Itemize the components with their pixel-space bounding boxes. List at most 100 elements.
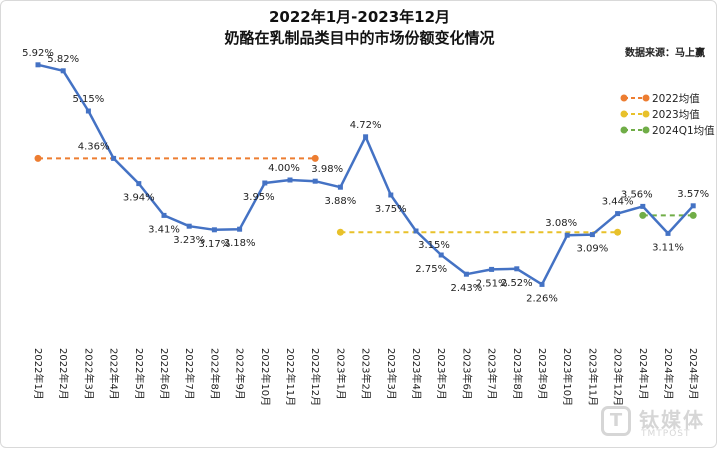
x-tick-label: 2023年12月 xyxy=(612,348,625,406)
data-point xyxy=(589,232,595,238)
data-point xyxy=(463,271,469,277)
data-label: 3.75% xyxy=(375,204,407,215)
x-tick-label: 2023年11月 xyxy=(586,348,599,406)
data-point xyxy=(539,281,545,287)
watermark-logo: T xyxy=(601,406,631,436)
data-label: 3.11% xyxy=(652,242,684,253)
data-point xyxy=(489,266,495,272)
x-tick-label: 2024年3月 xyxy=(687,348,700,400)
x-tick-label: 2023年10月 xyxy=(561,348,574,406)
x-tick-label: 2022年11月 xyxy=(284,348,297,406)
x-tick-label: 2023年1月 xyxy=(334,348,347,400)
data-point xyxy=(237,226,243,232)
data-point xyxy=(186,223,192,229)
data-label: 5.82% xyxy=(47,54,79,65)
x-tick-label: 2022年1月 xyxy=(32,348,45,400)
data-point xyxy=(136,181,142,187)
data-label: 5.92% xyxy=(22,48,54,59)
data-point xyxy=(564,232,570,238)
legend-marker-2 xyxy=(620,110,628,118)
data-label: 3.17% xyxy=(199,239,231,250)
data-point xyxy=(690,203,696,209)
x-tick-label: 2023年8月 xyxy=(511,348,524,400)
legend-label-2: 2023均值 xyxy=(652,108,700,121)
legend-marker-end-2 xyxy=(642,110,650,118)
data-point xyxy=(514,266,520,272)
data-label: 2.26% xyxy=(526,293,558,304)
data-label: 2.51% xyxy=(476,278,508,289)
data-point xyxy=(312,178,318,184)
data-point xyxy=(211,227,217,233)
data-point xyxy=(363,134,369,140)
data-point xyxy=(438,252,444,258)
data-label: 3.56% xyxy=(621,189,653,200)
data-label: 2.43% xyxy=(451,283,483,294)
data-point xyxy=(262,180,268,186)
data-label: 3.94% xyxy=(123,193,155,204)
x-tick-label: 2022年7月 xyxy=(183,348,196,400)
data-label: 4.72% xyxy=(350,120,382,131)
data-point xyxy=(111,155,117,161)
data-point xyxy=(35,62,41,68)
average-end-marker-3 xyxy=(689,211,697,219)
chart-subtitle: 奶酪在乳制品类目中的市场份额变化情况 xyxy=(224,29,495,47)
data-label: 3.57% xyxy=(677,189,709,200)
average-start-marker-3 xyxy=(639,211,647,219)
data-label: 3.44% xyxy=(602,197,634,208)
data-label: 3.98% xyxy=(311,164,343,175)
data-label: 3.95% xyxy=(243,192,275,203)
data-point xyxy=(337,184,343,190)
legend-marker-end-1 xyxy=(642,94,650,102)
x-tick-label: 2022年12月 xyxy=(309,348,322,406)
x-tick-label: 2022年10月 xyxy=(259,348,272,406)
chart-source: 数据来源：马上赢 xyxy=(625,48,705,59)
x-tick-label: 2023年3月 xyxy=(385,348,398,400)
legend-label-1: 2022均值 xyxy=(652,92,700,105)
data-label: 3.23% xyxy=(173,235,205,246)
x-tick-label: 2022年6月 xyxy=(158,348,171,400)
x-tick-label: 2022年8月 xyxy=(208,348,221,400)
average-end-marker-2 xyxy=(614,228,622,236)
data-point xyxy=(413,228,419,234)
x-tick-label: 2023年7月 xyxy=(486,348,499,400)
x-tick-label: 2023年6月 xyxy=(460,348,473,400)
x-tick-label: 2023年5月 xyxy=(435,348,448,400)
data-label: 3.41% xyxy=(148,224,180,235)
legend-label-3: 2024Q1均值 xyxy=(652,124,715,137)
watermark: T 钛媒体 TMTPOST xyxy=(601,402,709,444)
data-point xyxy=(287,177,293,183)
average-start-marker-2 xyxy=(336,228,344,236)
data-point xyxy=(388,192,394,198)
data-label: 3.15% xyxy=(418,240,450,251)
data-point xyxy=(161,212,167,218)
data-point xyxy=(665,230,671,236)
legend-marker-1 xyxy=(620,94,628,102)
legend-marker-3 xyxy=(620,126,628,134)
legend-marker-end-3 xyxy=(642,126,650,134)
data-label: 2.75% xyxy=(415,264,447,275)
data-label: 4.00% xyxy=(268,163,300,174)
data-label: 5.15% xyxy=(73,94,105,105)
x-tick-label: 2022年3月 xyxy=(82,348,95,400)
data-label: 3.18% xyxy=(224,238,256,249)
x-tick-label: 2024年2月 xyxy=(662,348,675,400)
x-tick-label: 2024年1月 xyxy=(637,348,650,400)
data-point xyxy=(85,108,91,114)
watermark-text: 钛媒体 xyxy=(639,408,705,432)
data-point xyxy=(615,211,621,217)
data-label: 3.09% xyxy=(577,244,609,255)
x-tick-label: 2023年9月 xyxy=(536,348,549,400)
x-tick-label: 2022年5月 xyxy=(133,348,146,400)
x-tick-label: 2022年4月 xyxy=(108,348,121,400)
average-start-marker-1 xyxy=(34,154,42,162)
average-end-marker-1 xyxy=(311,154,319,162)
watermark-subtext: TMTPOST xyxy=(641,429,691,439)
data-label: 2.52% xyxy=(501,278,533,289)
data-point xyxy=(640,203,646,209)
x-tick-label: 2023年4月 xyxy=(410,348,423,400)
data-label: 3.88% xyxy=(325,196,357,207)
data-point xyxy=(60,68,66,74)
chart-title: 2022年1月-2023年12月 xyxy=(268,8,451,26)
